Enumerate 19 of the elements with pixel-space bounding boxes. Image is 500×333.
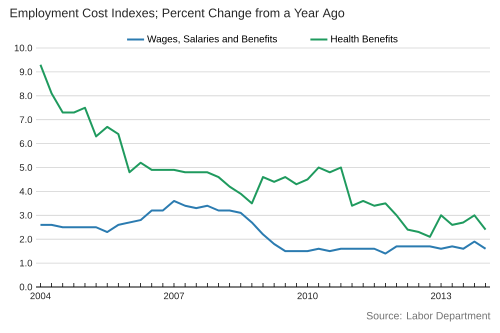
y-tick-label: 9.0 — [20, 68, 32, 76]
y-tick-label: 7.0 — [20, 116, 32, 124]
y-tick-label: 4.0 — [20, 188, 32, 195]
legend-label: Wages, Salaries and Benefits — [147, 35, 278, 44]
x-tick-label: 2010 — [297, 292, 318, 300]
legend-label: Health Benefits — [331, 35, 398, 42]
y-tick-label: 6.0 — [20, 140, 32, 147]
y-tick-label: 10.0 — [14, 44, 32, 52]
y-tick-label: 5.0 — [20, 164, 32, 171]
y-tick-label: 1.0 — [20, 260, 32, 266]
y-tick-label: 8.0 — [20, 92, 32, 100]
x-tick-label: 2013 — [430, 292, 452, 300]
y-tick-label: 2.0 — [20, 236, 32, 243]
x-tick-label: 2004 — [30, 292, 51, 300]
y-tick-label: 0.0 — [20, 284, 32, 290]
source-note: Source: Labor Department — [366, 312, 490, 322]
chart-title: Employment Cost Indexes; Percent Change from a Year Ago — [10, 8, 344, 20]
x-tick-label: 2007 — [164, 292, 184, 300]
y-tick-label: 3.0 — [20, 212, 32, 219]
